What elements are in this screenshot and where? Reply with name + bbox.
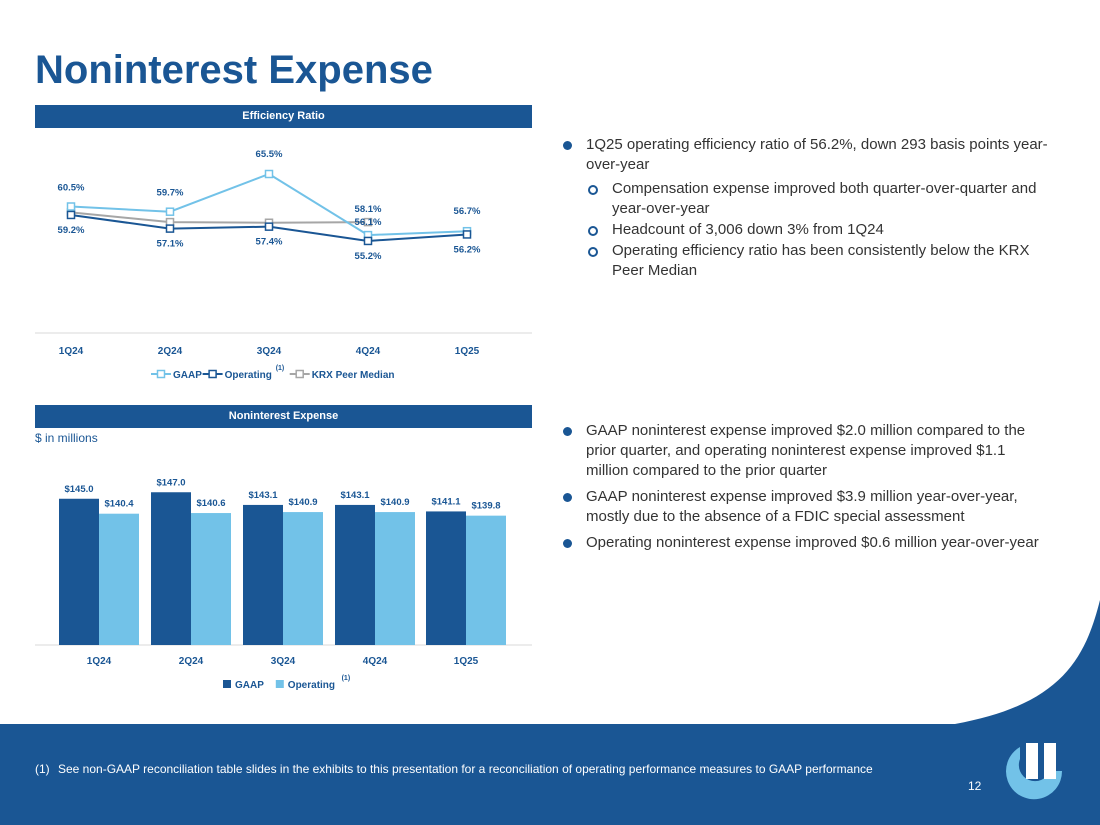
page-number: 12 — [968, 779, 982, 793]
data-point-marker — [462, 230, 472, 239]
bar-operating — [283, 512, 323, 645]
data-label-operating: 56.2% — [454, 244, 481, 255]
data-point-marker — [264, 222, 274, 231]
data-label-peer: 58.1% — [355, 204, 382, 215]
legend-label: Operating — [225, 370, 272, 381]
footnote-mark: (1) — [35, 762, 50, 776]
data-label-gaap: 56.7% — [454, 206, 481, 217]
data-point-marker — [165, 207, 175, 216]
bullet-dot-icon — [563, 141, 572, 150]
data-point-marker — [264, 169, 274, 179]
data-label-gaap: 60.5% — [58, 183, 85, 194]
x-tick-label: 1Q25 — [455, 346, 480, 357]
bar-data-label: $139.8 — [471, 501, 500, 512]
bar-data-label: $140.9 — [380, 497, 409, 508]
series-line-krx-peer-median — [70, 211, 369, 224]
x-tick-label: 2Q24 — [158, 346, 183, 357]
data-label-gaap: 56.1% — [355, 217, 382, 228]
sub-bullet: Operating efficiency ratio has been cons… — [562, 241, 1052, 281]
data-point-marker — [66, 202, 76, 211]
footnote: (1) See non-GAAP reconciliation table sl… — [35, 761, 915, 777]
x-tick-label: 1Q25 — [454, 656, 479, 667]
bullet-dot-icon — [563, 539, 572, 548]
sub-bullet-ring-icon — [588, 247, 598, 257]
bullet-main: Operating noninterest expense improved $… — [562, 533, 1052, 553]
x-tick-label: 3Q24 — [257, 346, 282, 357]
legend-footnote-mark: (1) — [276, 365, 285, 372]
bullet-main: GAAP noninterest expense improved $3.9 m… — [562, 487, 1052, 527]
sub-bullet-ring-icon — [588, 226, 598, 236]
legend-label: GAAP — [173, 370, 202, 381]
bar-data-label: $143.1 — [248, 490, 278, 501]
sub-bullet-ring-icon — [588, 185, 598, 195]
bullet-text: GAAP noninterest expense improved $3.9 m… — [586, 488, 1018, 525]
x-tick-label: 1Q24 — [59, 346, 84, 357]
noninterest-expense-header: Noninterest Expense — [35, 405, 532, 428]
data-label-operating: 55.2% — [355, 251, 382, 262]
footer-bar: (1) See non-GAAP reconciliation table sl… — [0, 724, 1100, 825]
bar-data-label: $147.0 — [156, 477, 185, 488]
bar-gaap — [59, 498, 99, 645]
x-tick-label: 3Q24 — [271, 656, 296, 667]
bullet-main: GAAP noninterest expense improved $2.0 m… — [562, 421, 1052, 481]
bar-operating — [375, 512, 415, 645]
bar-gaap — [426, 511, 466, 645]
bullet-main: 1Q25 operating efficiency ratio of 56.2%… — [562, 135, 1052, 175]
noninterest-expense-chart: $145.0 $140.4 1Q24 $147.0 $140.6 2Q24 $143.1 $1… — [35, 477, 532, 691]
data-label-operating: 59.2% — [58, 225, 85, 236]
sub-bullet-text: Headcount of 3,006 down 3% from 1Q24 — [612, 221, 884, 238]
bar-data-label: $140.6 — [196, 498, 225, 509]
expense-bullets: GAAP noninterest expense improved $2.0 m… — [562, 421, 1052, 557]
legend-marker-icon — [156, 369, 166, 379]
efficiency-ratio-chart: 1Q24 2Q24 3Q24 4Q24 1Q25 60.5% 59.7% 65.5% 56.1%… — [35, 149, 532, 381]
data-label-gaap: 65.5% — [256, 149, 283, 160]
bar-gaap — [335, 504, 375, 645]
bullet-dot-icon — [563, 493, 572, 502]
efficiency-bullets: 1Q25 operating efficiency ratio of 56.2%… — [562, 135, 1052, 282]
footnote-text: See non-GAAP reconciliation table slides… — [58, 762, 873, 776]
legend-swatch-icon — [223, 680, 231, 688]
legend-label: KRX Peer Median — [312, 370, 395, 381]
data-point-marker — [66, 210, 76, 220]
units-label: $ in millions — [35, 431, 98, 445]
legend-swatch-icon — [275, 680, 284, 688]
legend-marker-icon — [295, 369, 304, 379]
bullet-text: Operating noninterest expense improved $… — [586, 534, 1039, 551]
page-title: Noninterest Expense — [35, 48, 433, 92]
efficiency-ratio-header: Efficiency Ratio — [35, 105, 532, 128]
data-point-marker — [363, 217, 373, 227]
bar-gaap — [151, 492, 191, 645]
company-logo-icon — [1006, 743, 1063, 800]
sub-bullet-text: Compensation expense improved both quart… — [612, 180, 1037, 217]
data-point-marker — [165, 224, 175, 233]
sub-bullet: Compensation expense improved both quart… — [562, 179, 1052, 219]
legend-footnote-mark: (1) — [342, 675, 351, 682]
x-tick-label: 4Q24 — [356, 346, 381, 357]
data-label-operating: 57.4% — [256, 237, 283, 248]
x-tick-label: 1Q24 — [87, 656, 112, 667]
data-point-marker — [363, 236, 373, 246]
bar-data-label: $141.1 — [431, 496, 461, 507]
bar-operating — [466, 515, 506, 645]
bullet-dot-icon — [563, 427, 572, 436]
bar-data-label: $140.4 — [104, 499, 134, 510]
bar-data-label: $143.1 — [340, 490, 370, 501]
x-tick-label: 4Q24 — [363, 656, 388, 667]
legend-marker-icon — [208, 369, 217, 379]
sub-bullet-text: Operating efficiency ratio has been cons… — [612, 242, 1030, 279]
bullet-text: 1Q25 operating efficiency ratio of 56.2%… — [586, 136, 1048, 173]
legend-label: Operating — [288, 680, 335, 691]
legend-label: GAAP — [235, 680, 264, 691]
sub-bullet: Headcount of 3,006 down 3% from 1Q24 — [562, 220, 1052, 240]
bar-data-label: $140.9 — [288, 497, 317, 508]
bar-operating — [99, 513, 139, 645]
data-label-gaap: 59.7% — [157, 188, 184, 199]
x-tick-label: 2Q24 — [179, 656, 204, 667]
bullet-text: GAAP noninterest expense improved $2.0 m… — [586, 422, 1026, 479]
bar-gaap — [243, 504, 283, 645]
bar-data-label: $145.0 — [64, 484, 93, 495]
data-label-operating: 57.1% — [157, 239, 184, 250]
bar-operating — [191, 513, 231, 645]
